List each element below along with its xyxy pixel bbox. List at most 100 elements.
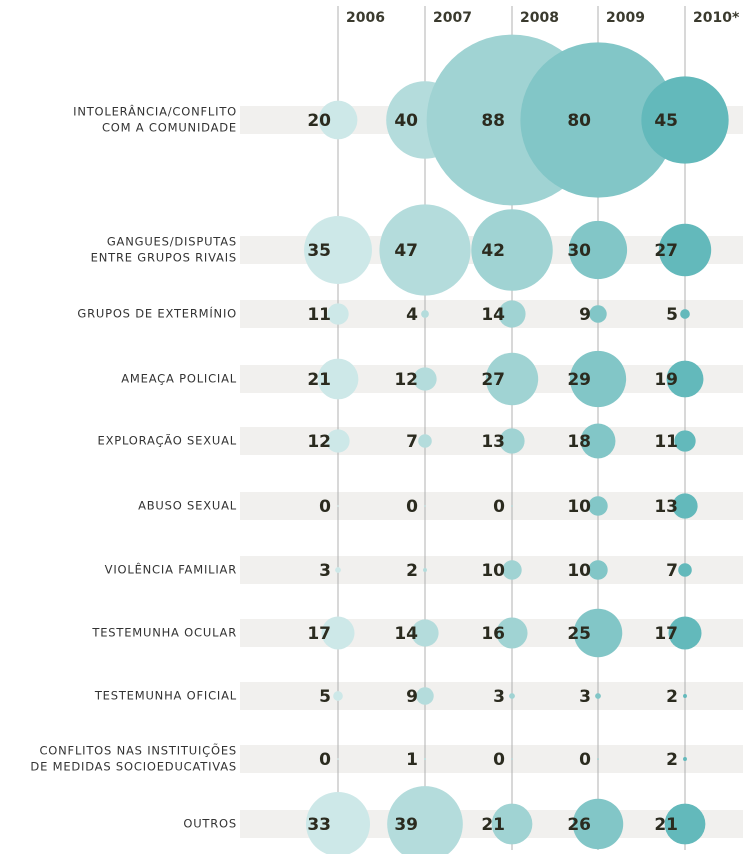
- bubble: [664, 803, 706, 845]
- value-label: 3: [319, 561, 331, 581]
- bubble: [499, 428, 525, 454]
- value-label: 5: [666, 305, 678, 325]
- value-label: 0: [406, 497, 418, 517]
- row-label: ENTRE GRUPOS RIVAIS: [91, 251, 237, 265]
- value-label: 1: [406, 750, 418, 770]
- row-label: EXPLORAÇÃO SEXUAL: [98, 433, 237, 448]
- bubble: [335, 567, 341, 573]
- value-label: 21: [307, 370, 331, 390]
- value-label: 12: [307, 432, 331, 452]
- bubble: [326, 429, 350, 453]
- bubble: [658, 223, 712, 277]
- value-label: 4: [406, 305, 418, 325]
- value-label: 18: [567, 432, 591, 452]
- row-label: DE MEDIDAS SOCIOEDUCATIVAS: [30, 760, 237, 774]
- bubble: [580, 423, 616, 459]
- bubble: [588, 496, 608, 516]
- bubble: [379, 204, 471, 296]
- value-label: 0: [319, 750, 331, 770]
- value-label: 0: [493, 497, 505, 517]
- bubble: [595, 693, 601, 699]
- value-label: 16: [481, 624, 505, 644]
- bubble: [589, 305, 607, 323]
- row-label: VIOLÊNCIA FAMILIAR: [105, 562, 237, 577]
- bubble: [305, 791, 371, 854]
- bubble: [683, 694, 687, 698]
- value-label: 5: [319, 687, 331, 707]
- row-label: GRUPOS DE EXTERMÍNIO: [77, 306, 237, 321]
- row-label: GANGUES/DISPUTAS: [107, 235, 237, 249]
- row-label: AMEAÇA POLICIAL: [121, 372, 237, 386]
- bubble: [683, 757, 687, 761]
- value-label: 7: [406, 432, 418, 452]
- value-label: 25: [567, 624, 591, 644]
- bubble: [498, 300, 526, 328]
- year-label: 2007: [433, 10, 472, 26]
- bubble: [569, 350, 627, 408]
- bubble: [418, 434, 432, 448]
- value-label: 12: [394, 370, 418, 390]
- row-label: CONFLITOS NAS INSTITUIÇÕES: [39, 743, 237, 758]
- bubble: [485, 352, 539, 406]
- value-label: 10: [567, 497, 591, 517]
- row-label: INTOLERÂNCIA/CONFLITO: [73, 104, 237, 119]
- value-label: 3: [579, 687, 591, 707]
- value-label: 10: [567, 561, 591, 581]
- bubble: [317, 358, 359, 400]
- bubble: [588, 560, 608, 580]
- row-label: COM A COMUNIDADE: [102, 121, 237, 135]
- row-label: OUTROS: [183, 817, 237, 831]
- value-label: 3: [493, 687, 505, 707]
- value-label: 17: [307, 624, 331, 644]
- bubble: [568, 220, 628, 280]
- value-label: 13: [654, 497, 678, 517]
- bubble: [413, 367, 437, 391]
- bubble: [318, 100, 358, 140]
- bubble: [511, 758, 513, 760]
- bubble: [496, 617, 528, 649]
- value-label: 42: [481, 241, 505, 261]
- value-label: 21: [481, 815, 505, 835]
- bubble: [387, 786, 463, 854]
- value-label: 39: [394, 815, 418, 835]
- value-label: 11: [307, 305, 331, 325]
- row-band: [240, 682, 743, 710]
- row-band: [240, 492, 743, 520]
- bubble: [333, 691, 343, 701]
- row-band: [240, 556, 743, 584]
- bubble: [491, 803, 533, 845]
- bubble: [321, 616, 355, 650]
- value-label: 45: [654, 111, 678, 131]
- bubble: [424, 758, 426, 760]
- value-label: 2: [406, 561, 418, 581]
- bubble: [511, 505, 513, 507]
- value-label: 19: [654, 370, 678, 390]
- row-label: TESTEMUNHA OCULAR: [91, 626, 237, 640]
- year-label: 2008: [520, 10, 559, 26]
- value-label: 29: [567, 370, 591, 390]
- row-band: [240, 427, 743, 455]
- value-label: 30: [567, 241, 591, 261]
- value-label: 9: [406, 687, 418, 707]
- row-band: [240, 300, 743, 328]
- bubble: [674, 430, 696, 452]
- value-label: 11: [654, 432, 678, 452]
- value-label: 0: [319, 497, 331, 517]
- bubble: [572, 798, 624, 850]
- bubble: [304, 216, 372, 284]
- bubble: [641, 76, 729, 164]
- bubble: [678, 563, 692, 577]
- value-label: 35: [307, 241, 331, 261]
- year-label: 2009: [606, 10, 645, 26]
- value-label: 47: [394, 241, 418, 261]
- value-label: 2: [666, 687, 678, 707]
- bubble: [424, 505, 426, 507]
- value-label: 80: [567, 111, 591, 131]
- value-label: 26: [567, 815, 591, 835]
- bubble: [502, 560, 522, 580]
- value-label: 14: [394, 624, 418, 644]
- value-label: 0: [579, 750, 591, 770]
- bubble: [421, 310, 429, 318]
- bubble: [471, 209, 553, 291]
